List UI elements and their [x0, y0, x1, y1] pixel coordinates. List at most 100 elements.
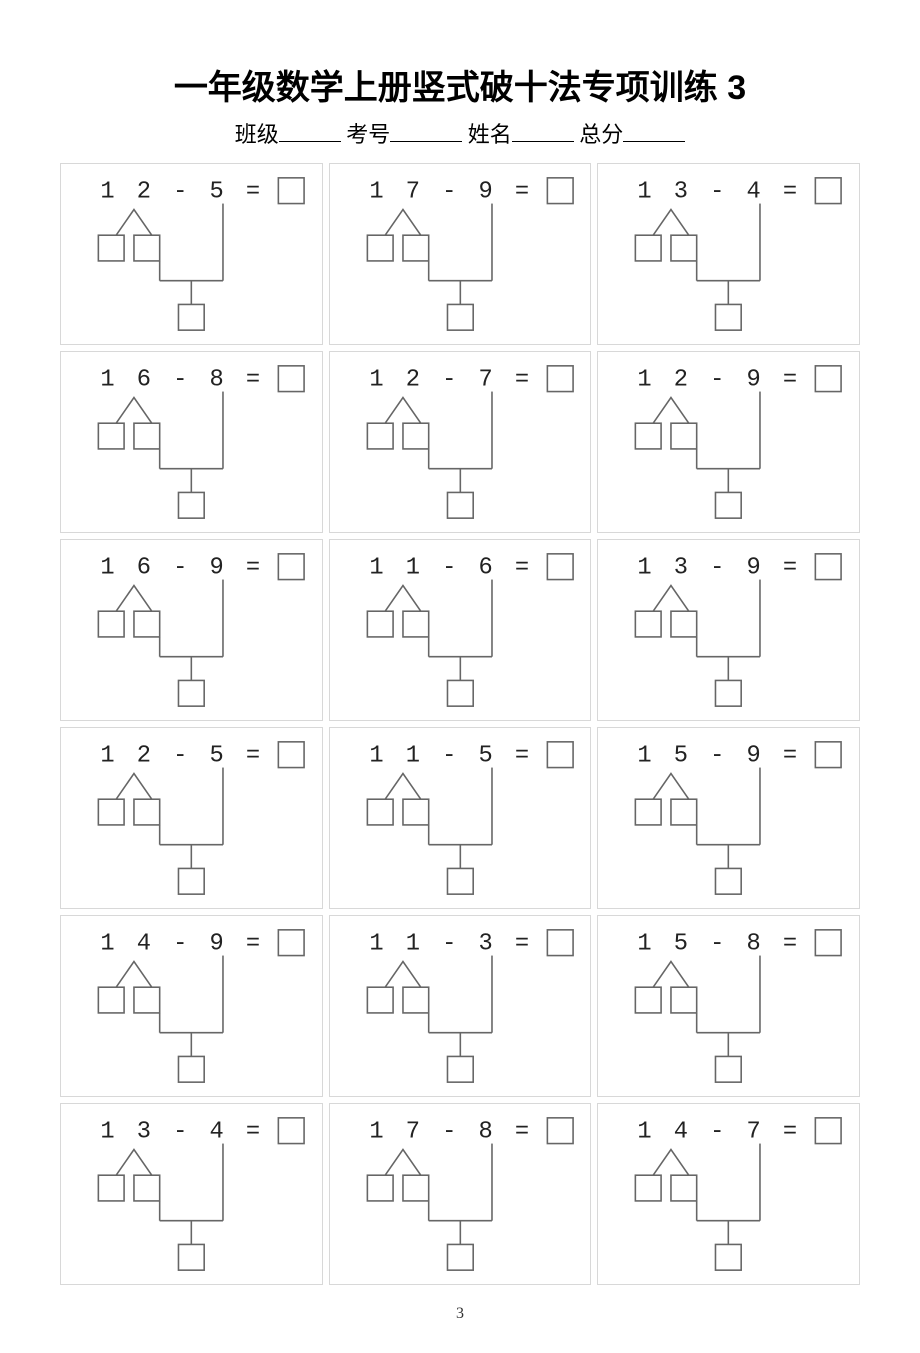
answer-box[interactable]	[816, 930, 842, 956]
split-box-right[interactable]	[134, 611, 160, 637]
answer-box[interactable]	[816, 742, 842, 768]
answer-box[interactable]	[278, 366, 304, 392]
split-box-left[interactable]	[98, 987, 124, 1013]
answer-box[interactable]	[278, 1118, 304, 1144]
problem-cell: 1 7 - 9 =	[329, 163, 592, 345]
bottom-box[interactable]	[716, 680, 742, 706]
split-box-right[interactable]	[134, 799, 160, 825]
answer-box[interactable]	[547, 1118, 573, 1144]
equation-text: 1 2 - 9 =	[638, 367, 802, 394]
problem-cell: 1 2 - 7 =	[329, 351, 592, 533]
equation-text: 1 3 - 9 =	[638, 555, 802, 582]
equation-text: 1 1 - 3 =	[369, 931, 533, 958]
split-caret	[116, 773, 152, 799]
equation-text: 1 5 - 8 =	[638, 931, 802, 958]
split-caret	[116, 585, 152, 611]
split-box-left[interactable]	[98, 1175, 124, 1201]
answer-box[interactable]	[278, 178, 304, 204]
split-box-right[interactable]	[134, 987, 160, 1013]
exam-no-blank[interactable]	[390, 122, 462, 142]
bottom-box[interactable]	[178, 680, 204, 706]
answer-box[interactable]	[278, 554, 304, 580]
split-box-right[interactable]	[134, 1175, 160, 1201]
split-box-left[interactable]	[636, 799, 662, 825]
answer-box[interactable]	[547, 554, 573, 580]
split-caret	[116, 397, 152, 423]
split-box-left[interactable]	[367, 423, 393, 449]
bottom-box[interactable]	[716, 1056, 742, 1082]
bottom-box[interactable]	[447, 304, 473, 330]
split-box-right[interactable]	[403, 235, 429, 261]
name-blank[interactable]	[512, 122, 574, 142]
answer-box[interactable]	[547, 742, 573, 768]
split-box-left[interactable]	[636, 235, 662, 261]
split-box-right[interactable]	[671, 611, 697, 637]
problem-diagram: 1 7 - 8 =	[330, 1104, 591, 1284]
answer-box[interactable]	[816, 366, 842, 392]
problem-cell: 1 1 - 6 =	[329, 539, 592, 721]
split-box-right[interactable]	[671, 1175, 697, 1201]
split-caret	[385, 209, 421, 235]
split-box-left[interactable]	[636, 1175, 662, 1201]
bottom-box[interactable]	[447, 680, 473, 706]
bottom-box[interactable]	[447, 1056, 473, 1082]
equation-text: 1 1 - 6 =	[369, 555, 533, 582]
split-box-left[interactable]	[98, 799, 124, 825]
split-box-right[interactable]	[671, 799, 697, 825]
bottom-box[interactable]	[716, 868, 742, 894]
problem-cell: 1 6 - 8 =	[60, 351, 323, 533]
split-caret	[385, 1149, 421, 1175]
bottom-box[interactable]	[447, 868, 473, 894]
bottom-box[interactable]	[716, 304, 742, 330]
split-box-right[interactable]	[671, 423, 697, 449]
split-box-left[interactable]	[636, 987, 662, 1013]
bottom-box[interactable]	[716, 1244, 742, 1270]
bottom-box[interactable]	[178, 492, 204, 518]
answer-box[interactable]	[816, 554, 842, 580]
bottom-box[interactable]	[447, 1244, 473, 1270]
split-box-right[interactable]	[671, 235, 697, 261]
split-caret	[653, 961, 689, 987]
split-box-left[interactable]	[367, 1175, 393, 1201]
answer-box[interactable]	[547, 366, 573, 392]
split-box-left[interactable]	[367, 987, 393, 1013]
class-blank[interactable]	[279, 122, 341, 142]
equation-text: 1 2 - 5 =	[100, 743, 264, 770]
split-box-right[interactable]	[134, 423, 160, 449]
split-box-right[interactable]	[403, 799, 429, 825]
answer-box[interactable]	[816, 178, 842, 204]
split-box-left[interactable]	[367, 799, 393, 825]
split-box-left[interactable]	[636, 611, 662, 637]
split-box-left[interactable]	[367, 611, 393, 637]
split-box-right[interactable]	[403, 1175, 429, 1201]
split-box-right[interactable]	[134, 235, 160, 261]
bottom-box[interactable]	[178, 304, 204, 330]
split-box-left[interactable]	[98, 611, 124, 637]
answer-box[interactable]	[547, 178, 573, 204]
split-box-right[interactable]	[403, 987, 429, 1013]
bottom-box[interactable]	[178, 1056, 204, 1082]
answer-box[interactable]	[278, 930, 304, 956]
answer-box[interactable]	[278, 742, 304, 768]
bottom-box[interactable]	[447, 492, 473, 518]
problem-diagram: 1 1 - 6 =	[330, 540, 591, 720]
split-box-left[interactable]	[636, 423, 662, 449]
score-blank[interactable]	[623, 122, 685, 142]
split-box-right[interactable]	[403, 423, 429, 449]
bottom-box[interactable]	[716, 492, 742, 518]
answer-box[interactable]	[816, 1118, 842, 1144]
split-caret	[116, 1149, 152, 1175]
bottom-box[interactable]	[178, 1244, 204, 1270]
problem-diagram: 1 2 - 5 =	[61, 164, 322, 344]
bottom-box[interactable]	[178, 868, 204, 894]
split-box-left[interactable]	[367, 235, 393, 261]
problem-cell: 1 1 - 3 =	[329, 915, 592, 1097]
equation-text: 1 3 - 4 =	[638, 179, 802, 206]
answer-box[interactable]	[547, 930, 573, 956]
split-box-right[interactable]	[671, 987, 697, 1013]
split-caret	[116, 961, 152, 987]
split-box-left[interactable]	[98, 235, 124, 261]
problem-diagram: 1 7 - 9 =	[330, 164, 591, 344]
split-box-left[interactable]	[98, 423, 124, 449]
split-box-right[interactable]	[403, 611, 429, 637]
